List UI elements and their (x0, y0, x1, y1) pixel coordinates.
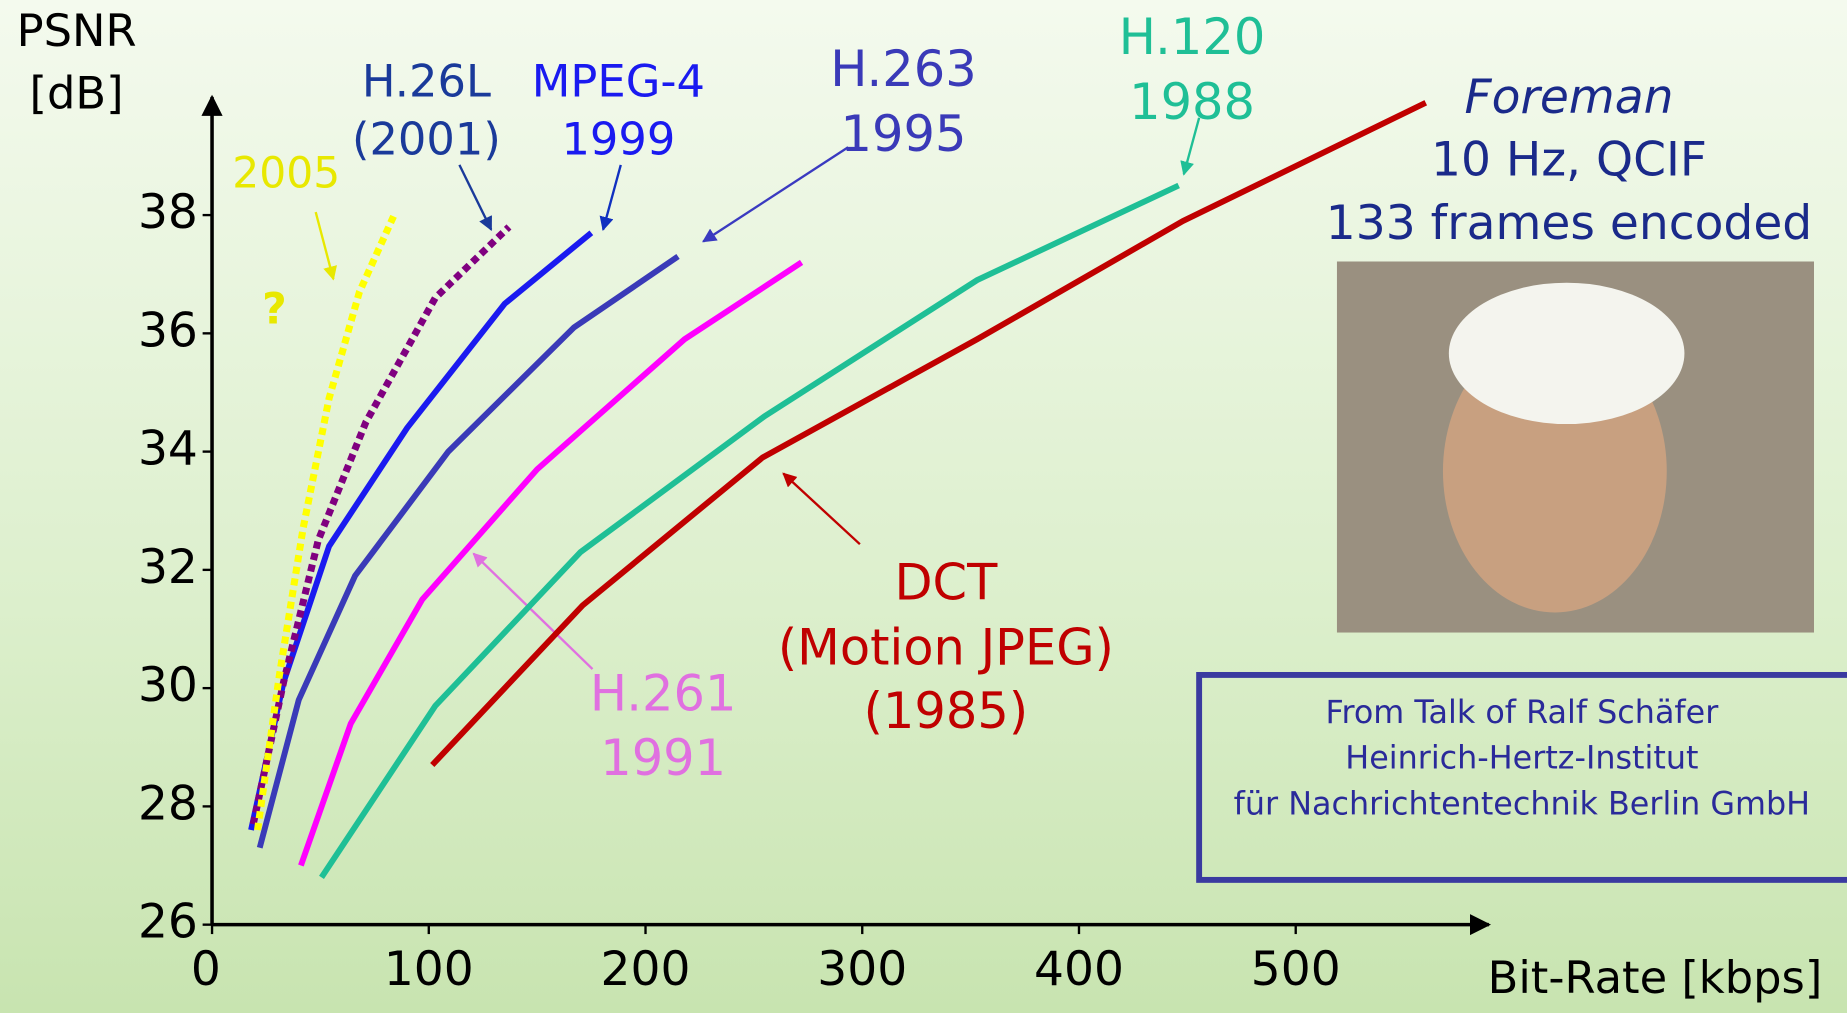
series-label: DCT (Motion JPEG) (1985) (777, 553, 1114, 740)
y-tick-label: 30 (138, 658, 198, 713)
y-tick-label: 32 (138, 540, 198, 595)
series-label: H.261 1991 (589, 664, 737, 787)
series-line (319, 182, 1180, 879)
series-line (249, 224, 512, 825)
x-tick-label: 200 (601, 942, 691, 997)
sequence-format: 10 Hz, QCIF (1431, 133, 1707, 188)
series-line (298, 259, 804, 867)
series-label-box: 2005 (232, 149, 341, 198)
series-label-box: H.263 1995 (830, 40, 977, 163)
y-tick-label: 34 (138, 422, 198, 477)
x-tick-label: 500 (1251, 942, 1341, 997)
series-line (254, 213, 398, 831)
credit-box (1196, 671, 1847, 883)
credit-line: Heinrich-Hertz-Institut (1345, 740, 1698, 777)
y-tick-label: 26 (138, 895, 198, 950)
credit-line: für Nachrichtentechnik Berlin GmbH (1234, 786, 1810, 823)
y-tick-label: 36 (138, 303, 198, 358)
y-axis-label: PSNR [dB] (16, 4, 137, 120)
arrow (702, 146, 849, 243)
series-label: H.120 1988 (1118, 8, 1266, 131)
video-helmet (1448, 282, 1685, 425)
x-tick-label: 400 (1034, 942, 1124, 997)
arrow (1180, 117, 1201, 176)
series-label: MPEG-4 1999 (531, 55, 706, 166)
x-tick-label: 100 (384, 942, 474, 997)
series-label: H.26L (2001) (351, 55, 501, 166)
series-line (256, 254, 680, 849)
sequence-name: Foreman (1465, 70, 1674, 125)
y-axis-label-box: PSNR [dB] (16, 4, 137, 120)
question-mark: ? (262, 285, 287, 334)
series-label-box: H.120 1988 (1118, 8, 1266, 131)
sequence-frames: 133 frames encoded (1326, 196, 1812, 251)
x-axis-label: Bit-Rate [kbps] (1488, 951, 1823, 1004)
arrow (782, 472, 861, 546)
x-tick-label: 300 (817, 942, 907, 997)
pointer-arrows (314, 117, 1201, 670)
arrow (472, 552, 594, 670)
credit-line: From Talk of Ralf Schäfer (1325, 694, 1719, 731)
arrow (458, 164, 493, 231)
series-label-box: H.26L (2001) (351, 55, 501, 166)
series-line (430, 100, 1428, 768)
x-tick-label: 0 (191, 942, 221, 997)
series-label-box: DCT (Motion JPEG) (1985) (777, 553, 1114, 740)
y-tick-label: 38 (138, 185, 198, 240)
y-tick-label: 28 (138, 776, 198, 831)
arrow (599, 164, 622, 232)
series-label-box: H.261 1991 (589, 664, 737, 787)
series-label: H.263 1995 (830, 40, 977, 163)
arrow (314, 211, 337, 281)
series-label: 2005 (232, 149, 341, 198)
series-label-box: MPEG-4 1999 (531, 55, 706, 166)
